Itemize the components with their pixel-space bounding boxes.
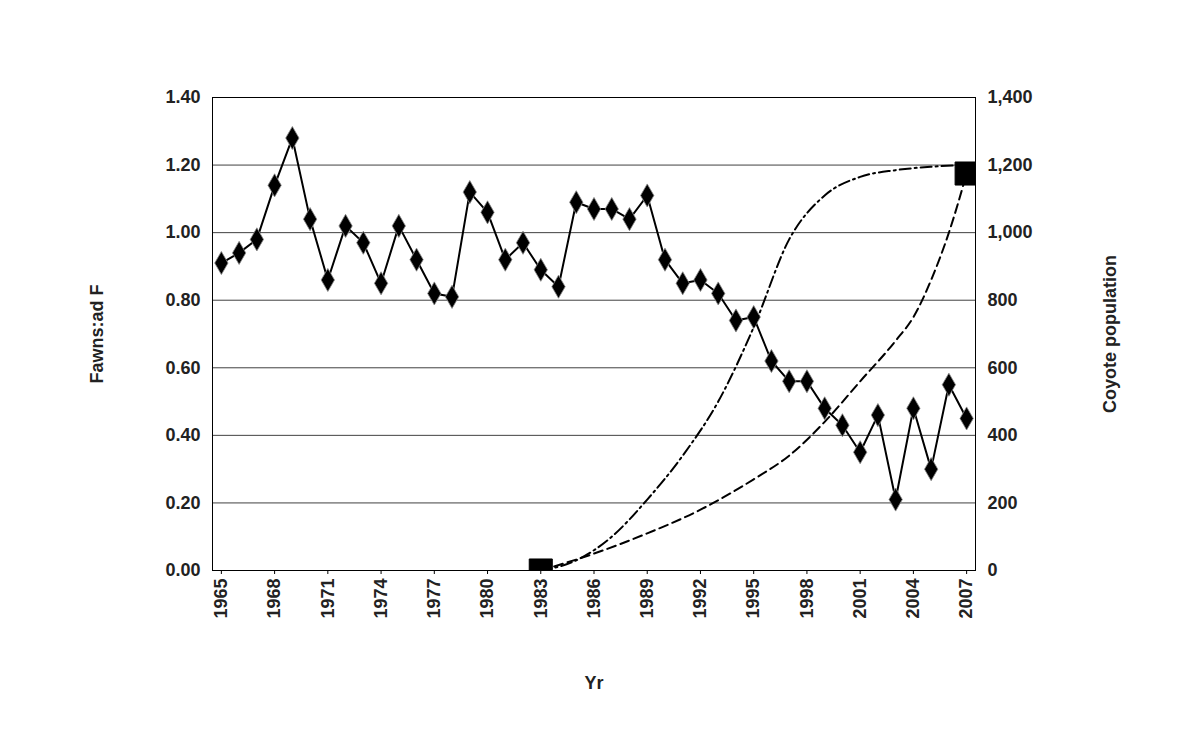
svg-text:Yr: Yr: [584, 673, 603, 693]
svg-text:1986: 1986: [584, 579, 604, 619]
svg-text:1974: 1974: [371, 579, 391, 619]
svg-text:0: 0: [988, 560, 998, 580]
svg-text:2007: 2007: [956, 579, 976, 619]
svg-text:1965: 1965: [211, 579, 231, 619]
svg-text:400: 400: [988, 425, 1018, 445]
svg-text:0.20: 0.20: [165, 493, 200, 513]
svg-text:0.60: 0.60: [165, 358, 200, 378]
svg-text:0.00: 0.00: [165, 560, 200, 580]
svg-text:1,000: 1,000: [988, 222, 1033, 242]
svg-text:Coyote population: Coyote population: [1100, 255, 1120, 413]
svg-text:1983: 1983: [531, 579, 551, 619]
svg-text:800: 800: [988, 290, 1018, 310]
svg-text:1,400: 1,400: [988, 87, 1033, 107]
svg-text:600: 600: [988, 358, 1018, 378]
svg-text:200: 200: [988, 493, 1018, 513]
svg-text:1980: 1980: [477, 579, 497, 619]
svg-text:1989: 1989: [637, 579, 657, 619]
svg-text:1998: 1998: [797, 579, 817, 619]
svg-text:Fawns:ad F: Fawns:ad F: [87, 284, 107, 383]
svg-text:1,200: 1,200: [988, 155, 1033, 175]
svg-text:2001: 2001: [850, 579, 870, 619]
svg-text:1971: 1971: [318, 579, 338, 619]
svg-text:1992: 1992: [690, 579, 710, 619]
svg-text:1968: 1968: [264, 579, 284, 619]
svg-text:1977: 1977: [424, 579, 444, 619]
svg-text:1.40: 1.40: [165, 87, 200, 107]
svg-text:0.40: 0.40: [165, 425, 200, 445]
svg-text:2004: 2004: [903, 579, 923, 619]
svg-text:0.80: 0.80: [165, 290, 200, 310]
svg-text:1.20: 1.20: [165, 155, 200, 175]
svg-text:1995: 1995: [743, 579, 763, 619]
svg-text:1.00: 1.00: [165, 222, 200, 242]
